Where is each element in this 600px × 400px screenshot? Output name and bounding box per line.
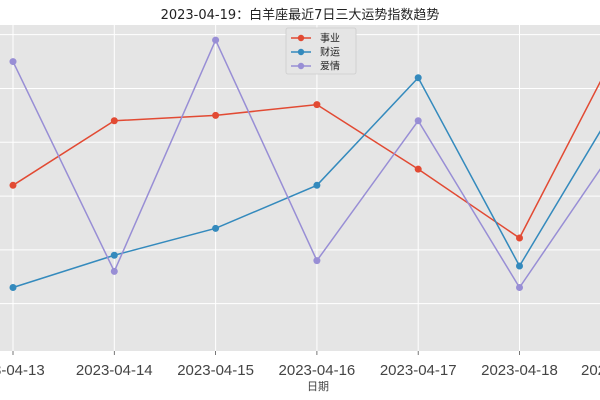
data-point [212, 111, 220, 119]
x-tick-label: 3-04-13 [0, 362, 45, 379]
data-point [414, 165, 422, 173]
data-point [9, 58, 17, 66]
chart-title: 2023-04-19：白羊座最近7日三大运势指数趋势 [161, 7, 440, 23]
plot-area [0, 25, 600, 351]
x-axis-label: 日期 [307, 380, 329, 393]
data-point [313, 181, 321, 189]
data-point [9, 181, 17, 189]
data-point [516, 234, 523, 242]
data-point [110, 251, 118, 259]
series-事业 [9, 80, 600, 242]
x-tick-label: 2023-04-16 [279, 362, 356, 379]
x-tick-label: 2023-04-17 [380, 362, 457, 379]
data-point [110, 267, 118, 275]
legend-marker [297, 34, 305, 42]
data-point [212, 224, 220, 232]
data-point [110, 117, 118, 125]
legend-label: 爱情 [320, 60, 340, 73]
data-point [9, 284, 17, 292]
data-point [516, 284, 523, 292]
x-tick-label: 2023-04-15 [177, 362, 254, 379]
x-tick-label: 202 [581, 362, 600, 379]
legend-label: 财运 [320, 46, 340, 59]
data-point [313, 257, 321, 265]
data-point [516, 262, 523, 270]
legend-marker [297, 48, 305, 56]
series-财运 [9, 74, 600, 292]
legend-marker [297, 62, 305, 70]
data-point [212, 36, 220, 44]
data-point [414, 74, 422, 82]
data-point [313, 101, 321, 109]
legend-label: 事业 [320, 32, 340, 45]
x-tick-label: 2023-04-18 [481, 362, 558, 379]
series-爱情 [9, 36, 600, 292]
data-point [414, 117, 422, 125]
x-tick-label: 2023-04-14 [76, 362, 153, 379]
